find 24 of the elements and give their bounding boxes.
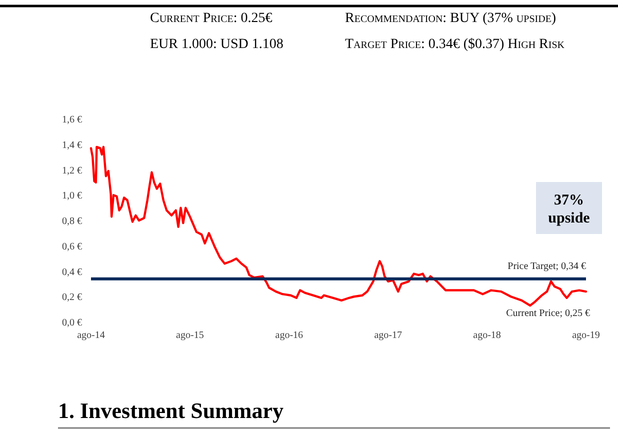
y-tick-label: 1,4 € [62,140,82,151]
line-series [90,146,588,307]
y-tick-label: 0,6 € [62,241,82,252]
x-tick-label: ago-19 [572,330,600,341]
x-tick-label: ago-15 [176,330,204,341]
ref-line-label: Price Target; 0,34 € [508,260,586,272]
x-tick-label: ago-17 [374,330,402,341]
y-tick-label: 0,8 € [62,216,82,227]
text: Target Price: 0.34€ ($0.37) High Risk [345,37,566,52]
text: EUR 1.000: USD 1.108 [150,37,284,52]
x-tick-label: ago-14 [77,330,105,341]
x-tick-label: ago-18 [473,330,501,341]
text: Current Price: 0.25€ [150,11,272,26]
y-tick-label: 0,4 € [62,266,82,278]
text: Recommendation: BUY (37% upside) [345,11,556,26]
y-tick-label: 1,0 € [62,190,82,202]
annotation: 37% upside [548,192,590,226]
annotation: Current Price; 0,25 € [506,308,590,319]
y-tick-label: 0,0 € [62,318,82,328]
y-tick-label: 1,2 € [62,165,82,176]
x-tick-label: ago-16 [275,330,304,341]
y-tick-label: 0,2 € [62,292,82,304]
y-tick-label: 1,6 € [62,114,82,126]
text: 1. Investment Summary [58,398,284,423]
